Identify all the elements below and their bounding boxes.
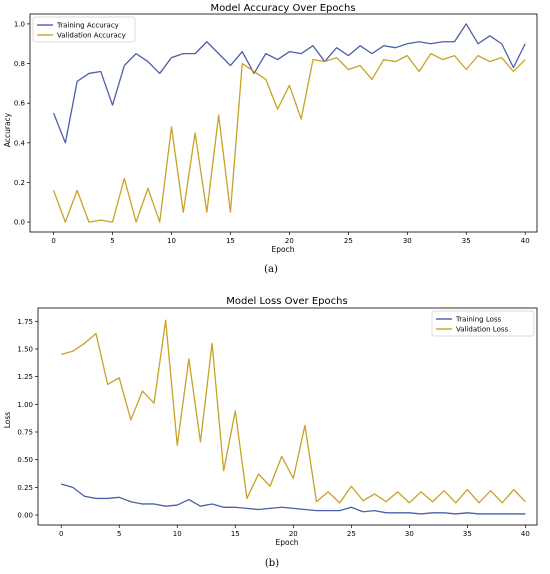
accuracy-chart-title: Model Accuracy Over Epochs — [210, 3, 355, 14]
loss-x-tick-label: 10 — [173, 530, 182, 538]
accuracy-y-tick-label: 0.0 — [14, 219, 25, 227]
loss-x-tick-label: 25 — [347, 530, 356, 538]
loss-x-tick-label: 15 — [231, 530, 240, 538]
loss-y-tick-label: 1.50 — [17, 345, 33, 353]
loss-y-tick-label: 0.00 — [17, 512, 33, 520]
loss-chart: Model Loss Over Epochs Epoch Loss (b) 0 5… — [3, 296, 538, 569]
loss-x-tick-label: 40 — [521, 530, 530, 538]
accuracy-y-axis-label: Accuracy — [3, 112, 12, 147]
loss-y-tick-label: 0.75 — [17, 429, 33, 437]
loss-x-tick-label: 30 — [405, 530, 414, 538]
accuracy-chart-caption: (a) — [264, 264, 278, 275]
loss-x-tick-label: 20 — [289, 530, 298, 538]
loss-x-tick-label: 35 — [463, 530, 472, 538]
accuracy-y-tick-label: 0.6 — [14, 100, 26, 108]
loss-legend-validation-label: Validation Loss — [456, 326, 508, 334]
loss-series-validation-line — [61, 319, 526, 504]
accuracy-legend-validation-label: Validation Accuracy — [57, 32, 126, 40]
loss-y-tick-label: 1.75 — [17, 318, 33, 326]
accuracy-y-tick-label: 0.8 — [14, 60, 25, 68]
loss-series-training-line — [61, 483, 526, 515]
accuracy-x-tick-label: 5 — [110, 237, 114, 245]
accuracy-y-tick-label: 0.4 — [14, 139, 26, 147]
accuracy-x-tick-label: 40 — [521, 237, 530, 245]
accuracy-chart: Model Accuracy Over Epochs Epoch Accurac… — [3, 3, 538, 275]
loss-x-axis-label: Epoch — [276, 538, 299, 547]
accuracy-plot-frame — [29, 13, 538, 233]
loss-legend: Training Loss Validation Loss — [431, 310, 535, 337]
accuracy-y-tick-label: 0.2 — [14, 179, 25, 187]
accuracy-legend: Training Accuracy Validation Accuracy — [32, 16, 136, 43]
loss-legend-training-label: Training Loss — [455, 316, 502, 324]
accuracy-series-training-line — [52, 23, 526, 144]
accuracy-x-tick-label: 35 — [462, 237, 471, 245]
loss-y-tick-label: 0.50 — [17, 456, 33, 464]
loss-chart-title: Model Loss Over Epochs — [226, 296, 347, 307]
accuracy-y-tick-label: 1.0 — [14, 20, 25, 28]
accuracy-x-axis-label: Epoch — [272, 245, 295, 254]
accuracy-legend-training-label: Training Accuracy — [56, 22, 119, 30]
loss-legend-box — [431, 310, 535, 337]
loss-chart-caption: (b) — [265, 558, 279, 569]
loss-y-tick-label: 0.25 — [17, 484, 33, 492]
accuracy-x-tick-label: 30 — [403, 237, 412, 245]
accuracy-legend-box — [32, 16, 136, 43]
accuracy-x-tick-label: 20 — [285, 237, 294, 245]
loss-y-tick-label: 1.25 — [17, 373, 33, 381]
loss-plot-frame — [37, 307, 538, 526]
loss-y-tick-label: 1.00 — [17, 401, 33, 409]
accuracy-x-tick-label: 25 — [344, 237, 353, 245]
accuracy-x-tick-label: 15 — [226, 237, 235, 245]
accuracy-series-validation-line — [52, 52, 526, 223]
loss-y-axis-label: Loss — [3, 412, 12, 429]
loss-x-tick-label: 5 — [117, 530, 121, 538]
loss-x-tick-label: 0 — [59, 530, 63, 538]
accuracy-x-tick-label: 10 — [167, 237, 176, 245]
accuracy-x-tick-label: 0 — [51, 237, 55, 245]
